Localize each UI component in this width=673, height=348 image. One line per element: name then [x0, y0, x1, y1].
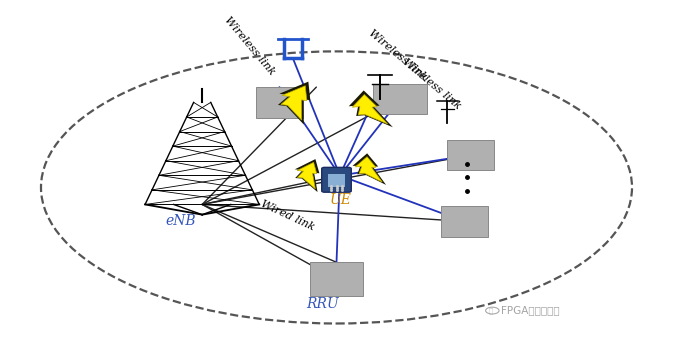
Bar: [448, 140, 495, 171]
Text: 🌿: 🌿: [489, 307, 493, 314]
Polygon shape: [297, 163, 317, 189]
FancyBboxPatch shape: [322, 167, 351, 192]
Polygon shape: [353, 95, 388, 124]
Text: Wireless link: Wireless link: [222, 15, 277, 77]
Text: Wireless link: Wireless link: [367, 28, 429, 82]
Polygon shape: [355, 157, 382, 182]
Bar: [441, 206, 488, 237]
Polygon shape: [353, 153, 386, 185]
Text: FPGA算法工程师: FPGA算法工程师: [501, 305, 560, 315]
Text: RRU: RRU: [306, 297, 339, 311]
Bar: [310, 262, 363, 296]
Bar: [374, 84, 427, 114]
Text: Wireless link: Wireless link: [400, 57, 462, 111]
Polygon shape: [278, 82, 310, 125]
Text: Wired link: Wired link: [259, 198, 316, 232]
Polygon shape: [295, 159, 320, 192]
Text: UE: UE: [330, 193, 352, 207]
Text: eNB: eNB: [166, 214, 196, 228]
Bar: [256, 87, 303, 118]
Polygon shape: [281, 86, 307, 120]
Bar: [328, 174, 345, 188]
Polygon shape: [349, 90, 393, 127]
